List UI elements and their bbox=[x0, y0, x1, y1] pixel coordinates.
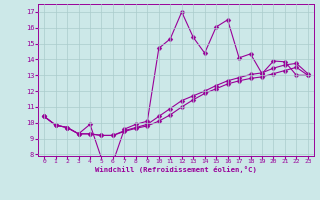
X-axis label: Windchill (Refroidissement éolien,°C): Windchill (Refroidissement éolien,°C) bbox=[95, 166, 257, 173]
